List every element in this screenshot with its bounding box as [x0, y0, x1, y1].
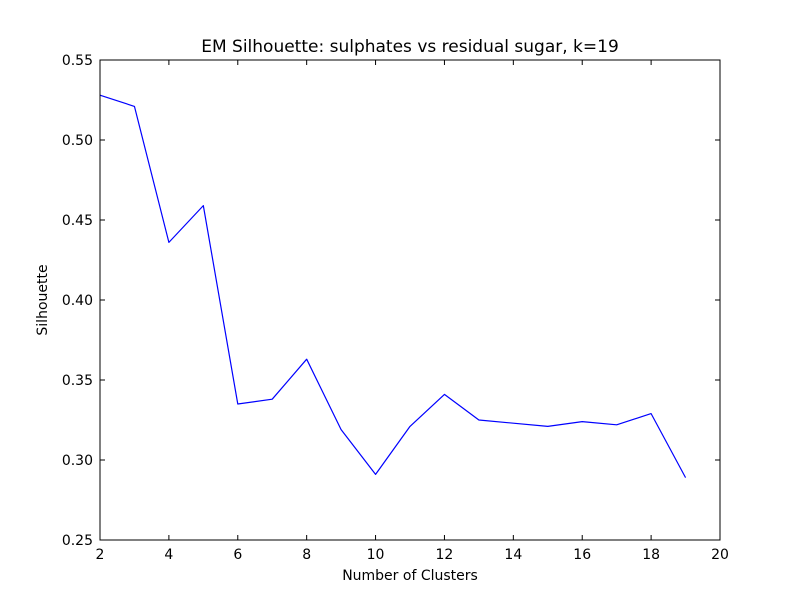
y-tick-label: 0.30: [62, 453, 93, 469]
x-tick-label: 4: [164, 547, 173, 563]
y-tick-label: 0.50: [62, 133, 93, 149]
x-tick-label: 8: [302, 547, 311, 563]
x-tick-label: 20: [711, 547, 729, 563]
y-tick-label: 0.40: [62, 293, 93, 309]
series-line-0: [99, 94, 687, 478]
x-tick-label: 12: [436, 547, 454, 563]
plot-area: 2 4 6 8 10 12 14 16 18 20 0.25 0.30 0.35 0.40 0.45 0.50…: [62, 53, 729, 563]
y-tick-label: 0.45: [62, 213, 93, 229]
x-tick-label: 2: [96, 547, 105, 563]
x-tick-label: 14: [504, 547, 522, 563]
x-tick-label: 10: [367, 547, 385, 563]
chart-title: EM Silhouette: sulphates vs residual sug…: [201, 37, 619, 57]
x-tick-label: 16: [573, 547, 591, 563]
y-tick-label: 0.35: [62, 373, 93, 389]
x-tick-label: 6: [233, 547, 242, 563]
y-axis-label: Silhouette: [35, 264, 51, 335]
y-tick-label: 0.25: [62, 533, 93, 549]
y-tick-label: 0.55: [62, 53, 93, 69]
x-tick-label: 18: [642, 547, 660, 563]
x-axis-label: Number of Clusters: [342, 568, 478, 584]
